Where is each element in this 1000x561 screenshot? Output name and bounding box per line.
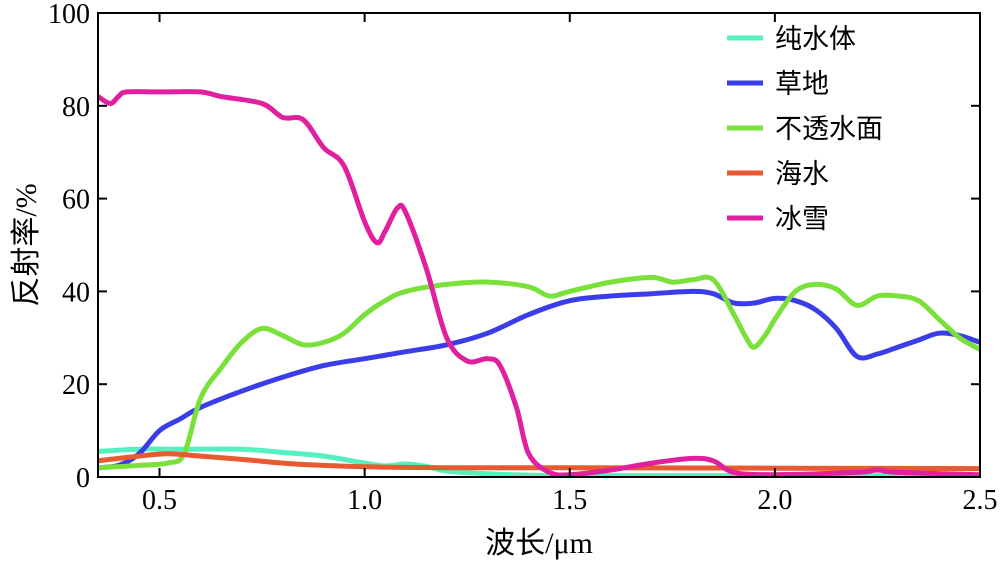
y-tick-label: 40 <box>62 277 90 308</box>
series-line-1 <box>98 288 980 471</box>
y-tick-label: 80 <box>62 92 90 123</box>
legend-label: 冰雪 <box>775 204 829 235</box>
y-tick-label: 0 <box>76 463 90 494</box>
plot-frame <box>97 12 981 478</box>
y-tick-label: 20 <box>62 370 90 401</box>
series-line-2 <box>98 274 980 471</box>
legend-label: 草地 <box>775 69 829 100</box>
x-axis-title: 波长/μm <box>485 527 593 560</box>
x-tick-label: 1.5 <box>552 485 587 516</box>
x-tick-label: 2.0 <box>757 485 792 516</box>
legend-label: 不透水面 <box>775 114 883 145</box>
x-tick-label: 1.0 <box>347 485 382 516</box>
y-tick-label: 60 <box>62 185 90 216</box>
legend-label: 海水 <box>775 159 829 190</box>
legend-label: 纯水体 <box>775 24 856 55</box>
series-line-4 <box>98 89 980 477</box>
x-tick-label: 0.5 <box>142 485 177 516</box>
y-tick-label: 100 <box>48 0 90 30</box>
y-axis-title: 反射率/% <box>10 183 43 306</box>
x-tick-label: 2.5 <box>963 485 998 516</box>
series-line-0 <box>98 446 980 477</box>
series-layer <box>98 89 980 477</box>
tick-layer: 0.5 1.0 1.5 2.0 2.5 0 20 40 60 80 100 <box>48 0 998 516</box>
